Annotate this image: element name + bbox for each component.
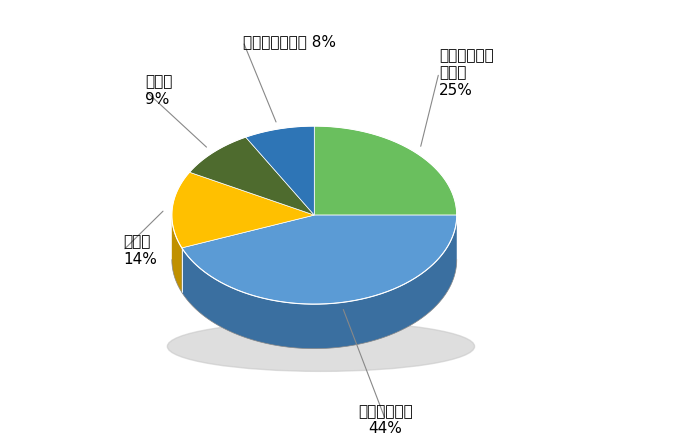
Polygon shape [182, 215, 457, 304]
Text: 保健師
9%: 保健師 9% [145, 74, 173, 107]
Polygon shape [182, 215, 457, 349]
Text: 本学附属病院
看護師
25%: 本学附属病院 看護師 25% [439, 48, 494, 98]
Text: その他看護師
44%: その他看護師 44% [358, 404, 413, 436]
Polygon shape [172, 215, 182, 293]
Ellipse shape [167, 322, 475, 371]
Polygon shape [190, 137, 314, 215]
Polygon shape [172, 172, 314, 248]
Text: 助産師
14%: 助産師 14% [123, 234, 157, 267]
Polygon shape [246, 126, 314, 215]
Text: 進学・その他　 8%: 進学・その他 8% [243, 34, 336, 49]
Polygon shape [314, 126, 457, 215]
